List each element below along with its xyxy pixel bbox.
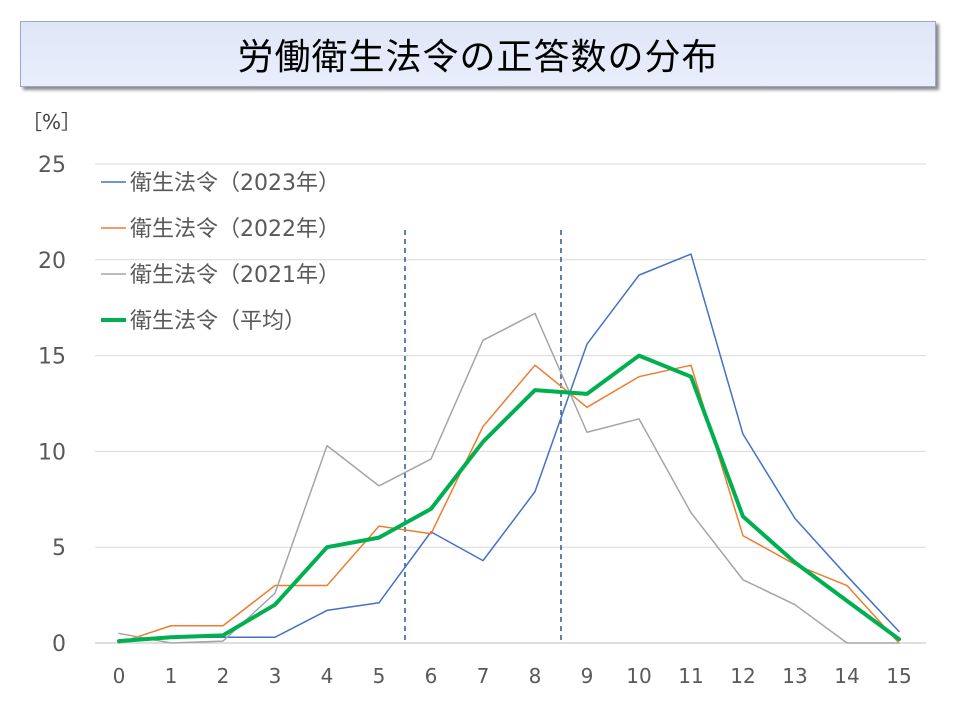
title-banner: 労働衛生法令の正答数の分布 bbox=[20, 21, 936, 87]
y-tick-label: 15 bbox=[38, 345, 66, 370]
legend-label-0: 衛生法令（2023年） bbox=[130, 171, 340, 196]
y-tick-label: 0 bbox=[52, 632, 66, 657]
x-tick-label: 15 bbox=[886, 664, 911, 688]
grid-layer bbox=[95, 163, 926, 644]
legend: 衛生法令（2023年） 衛生法令（2022年） 衛生法令（2021年） 衛生法令（平均… bbox=[101, 171, 340, 334]
x-tick-label: 7 bbox=[477, 664, 490, 688]
x-tick-label: 14 bbox=[834, 664, 859, 688]
y-tick-label: 25 bbox=[38, 153, 66, 178]
legend-label-3: 衛生法令（平均） bbox=[130, 309, 306, 334]
x-tick-label: 5 bbox=[373, 664, 386, 688]
y-unit-label: ［%］ bbox=[22, 110, 82, 134]
series-line-1 bbox=[118, 364, 900, 644]
series-line-2 bbox=[118, 312, 900, 644]
series-layer bbox=[117, 253, 901, 644]
x-tick-label: 12 bbox=[730, 664, 755, 688]
x-tick-label: 3 bbox=[269, 664, 282, 688]
y-tick-label: 20 bbox=[38, 249, 66, 274]
x-tick-label: 11 bbox=[678, 664, 703, 688]
x-tick-label: 0 bbox=[113, 664, 126, 688]
series-line-3 bbox=[117, 353, 901, 644]
x-tick-label: 8 bbox=[529, 664, 542, 688]
y-tick-label: 5 bbox=[52, 536, 66, 561]
x-tick-label: 1 bbox=[165, 664, 178, 688]
x-tick-label: 2 bbox=[217, 664, 230, 688]
series-line-0 bbox=[118, 253, 900, 642]
x-tick-label: 10 bbox=[626, 664, 651, 688]
y-tick-label: 10 bbox=[38, 440, 66, 465]
x-tick-label: 9 bbox=[581, 664, 594, 688]
x-tick-label: 4 bbox=[321, 664, 334, 688]
x-tick-label: 13 bbox=[782, 664, 807, 688]
legend-label-2: 衛生法令（2021年） bbox=[130, 263, 340, 288]
page-title: 労働衛生法令の正答数の分布 bbox=[237, 37, 719, 78]
legend-label-1: 衛生法令（2022年） bbox=[130, 217, 340, 242]
reference-lines bbox=[404, 230, 562, 643]
x-tick-label: 6 bbox=[425, 664, 438, 688]
